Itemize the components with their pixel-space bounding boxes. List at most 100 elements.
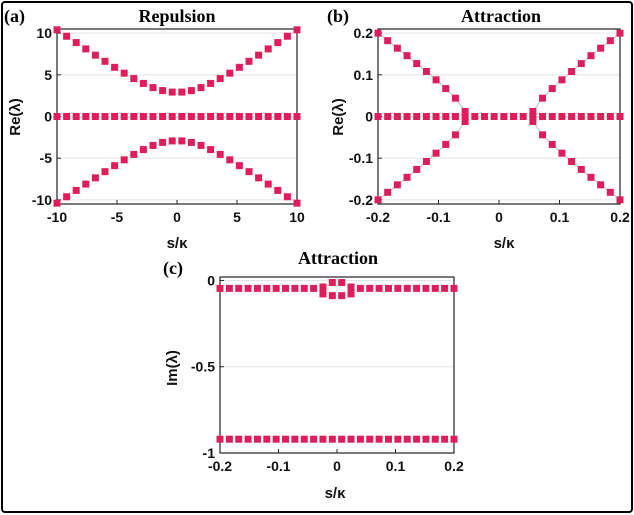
marker-b-s1-16 xyxy=(529,113,537,120)
marker-b-s2-8 xyxy=(451,131,459,139)
marker-a-s0-8 xyxy=(130,75,138,83)
marker-c-s2-16 xyxy=(366,435,374,443)
marker-c-s0-21 xyxy=(413,284,421,292)
marker-c-s2-17 xyxy=(375,435,383,443)
plot-area-c: -0.2 -0.1 0 0.1 0.2 -1 -0.5 0 xyxy=(191,272,464,474)
panel-a: (a) Repulsion s/κ Re(λ) -10 -5 0 5 10 -10 -5 0 5… xyxy=(4,6,305,252)
marker-c-s0-22 xyxy=(422,284,430,292)
marker-a-s1-10 xyxy=(149,113,157,120)
marker-b-s1-1 xyxy=(384,113,392,120)
marker-b-s2-17 xyxy=(597,181,605,189)
marker-b-s1-10 xyxy=(471,113,479,120)
marker-b-s1-9 xyxy=(461,113,469,120)
xtick-label-b-3: 0.1 xyxy=(550,209,570,225)
ytick-label-b-4: 0.2 xyxy=(354,25,374,41)
marker-c-s0-2 xyxy=(235,284,243,292)
marker-a-s1-11 xyxy=(159,113,167,120)
marker-c-s0-5 xyxy=(263,284,271,292)
marker-c-s0-7 xyxy=(282,284,290,292)
marker-b-s1-21 xyxy=(577,113,585,120)
xtick-label-c-3: 0.1 xyxy=(386,458,406,474)
marker-a-s0-7 xyxy=(120,69,128,77)
panel-c-xlabel: s/κ xyxy=(325,485,347,502)
marker-b-s1-5 xyxy=(422,113,430,120)
marker-b-s2-18 xyxy=(606,188,614,196)
xtick-label-a-3: 5 xyxy=(233,209,241,225)
marker-b-s0-19 xyxy=(616,29,624,37)
marker-b-s1-20 xyxy=(568,113,576,120)
panel-c-ylabel: Im(λ) xyxy=(164,350,181,386)
marker-b-s1-0 xyxy=(374,113,382,120)
marker-b-s2-4 xyxy=(413,165,421,173)
marker-a-s2-14 xyxy=(187,138,195,146)
marker-b-s1-24 xyxy=(606,113,614,120)
ytick-label-b-2: 0 xyxy=(365,109,373,125)
marker-c-s1-3 xyxy=(347,290,355,298)
marker-a-s0-9 xyxy=(139,79,147,87)
marker-a-s1-2 xyxy=(72,113,80,120)
marker-a-s1-21 xyxy=(255,113,263,120)
ytick-label-c-1: -0.5 xyxy=(191,359,215,375)
panel-c: (c) Attraction s/κ Im(λ) -0.2 -0.1 0 0.1 0.2… xyxy=(163,248,464,502)
marker-c-s0-16 xyxy=(366,284,374,292)
panel-b: (b) Attraction s/κ Re(λ) -0.2 -0.1 0 0.1 0.2… xyxy=(327,6,630,252)
marker-a-s1-20 xyxy=(245,113,253,120)
marker-b-s1-22 xyxy=(587,113,595,120)
marker-c-s2-25 xyxy=(450,435,458,443)
marker-b-s1-18 xyxy=(548,113,556,120)
marker-a-s1-6 xyxy=(111,113,119,120)
panel-b-title: Attraction xyxy=(461,6,541,26)
marker-c-s0-13 xyxy=(338,279,346,287)
marker-b-s2-12 xyxy=(548,140,556,148)
marker-c-s0-25 xyxy=(450,284,458,292)
marker-a-s2-2 xyxy=(72,186,80,194)
marker-c-s2-11 xyxy=(319,435,327,443)
marker-c-s0-11 xyxy=(319,283,327,291)
marker-b-s0-2 xyxy=(393,44,401,52)
marker-c-s2-21 xyxy=(413,435,421,443)
marker-a-s2-0 xyxy=(53,199,61,207)
marker-b-s0-14 xyxy=(568,68,576,75)
marker-c-s2-5 xyxy=(263,435,271,443)
marker-a-s2-17 xyxy=(216,150,224,158)
marker-a-s0-25 xyxy=(293,26,301,34)
marker-a-s0-24 xyxy=(283,32,291,40)
marker-b-s2-11 xyxy=(539,131,547,139)
ytick-label-a-1: -5 xyxy=(40,150,53,166)
marker-c-s0-14 xyxy=(347,283,355,291)
marker-b-s2-13 xyxy=(558,149,566,157)
marker-a-s2-22 xyxy=(264,180,272,188)
marker-c-s2-24 xyxy=(441,435,449,443)
marker-a-s0-2 xyxy=(72,39,80,47)
marker-c-s0-4 xyxy=(253,284,261,292)
marker-a-s0-21 xyxy=(255,51,263,59)
marker-a-s1-25 xyxy=(293,113,301,120)
ytick-label-a-3: 5 xyxy=(44,67,52,83)
marker-a-s0-6 xyxy=(111,63,119,71)
marker-c-s2-8 xyxy=(291,435,299,443)
marker-c-s1-1 xyxy=(328,292,336,300)
panel-b-tag: (b) xyxy=(327,6,349,27)
marker-a-s1-14 xyxy=(187,113,195,120)
marker-a-s2-5 xyxy=(101,168,109,176)
marker-a-s1-7 xyxy=(120,113,128,120)
marker-a-s2-4 xyxy=(91,174,99,182)
xtick-label-b-2: 0 xyxy=(495,209,503,225)
marker-b-s0-4 xyxy=(413,60,421,68)
marker-a-s0-1 xyxy=(63,32,71,40)
marker-b-s0-11 xyxy=(539,94,547,102)
marker-b-s2-19 xyxy=(616,196,624,204)
marker-a-s2-11 xyxy=(159,138,167,146)
marker-c-s0-1 xyxy=(225,284,233,292)
marker-b-s0-17 xyxy=(597,44,605,52)
marker-b-s1-14 xyxy=(510,113,518,120)
marker-a-s1-0 xyxy=(53,113,61,120)
marker-a-s2-24 xyxy=(283,193,291,201)
marker-a-s2-10 xyxy=(149,141,157,149)
marker-a-s0-17 xyxy=(216,75,224,83)
marker-b-s1-23 xyxy=(597,113,605,120)
panel-c-title: Attraction xyxy=(298,248,378,268)
marker-a-s0-22 xyxy=(264,45,272,53)
marker-c-s0-15 xyxy=(356,284,364,292)
